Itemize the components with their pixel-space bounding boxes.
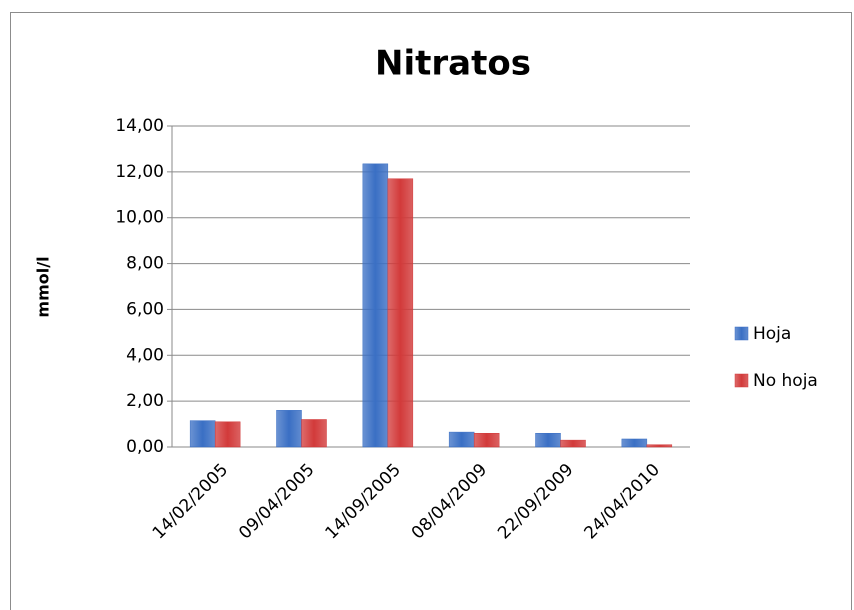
legend-label: No hoja xyxy=(753,371,818,391)
y-tick-label: 0,00 xyxy=(126,437,164,457)
bar xyxy=(535,432,561,448)
y-tick-label: 12,00 xyxy=(115,162,164,182)
y-axis-label: mmol/l xyxy=(34,256,53,317)
bar xyxy=(387,178,414,448)
bar xyxy=(301,419,327,448)
bar xyxy=(646,444,673,448)
y-tick-label: 14,00 xyxy=(115,116,164,136)
bar xyxy=(473,432,500,448)
y-tick-label: 6,00 xyxy=(126,299,164,319)
bar xyxy=(362,163,389,448)
legend-swatch xyxy=(734,326,749,341)
legend-label: Hoja xyxy=(753,324,791,344)
y-tick-label: 10,00 xyxy=(115,208,164,228)
bar xyxy=(621,438,648,448)
legend-swatch xyxy=(734,373,749,388)
bar xyxy=(189,420,216,448)
chart-title: Nitratos xyxy=(375,44,531,84)
bar xyxy=(276,410,302,448)
y-tick-label: 2,00 xyxy=(126,391,164,411)
y-tick-label: 4,00 xyxy=(126,345,164,365)
chart-frame xyxy=(10,12,852,610)
bar xyxy=(560,439,586,448)
bar xyxy=(214,421,241,448)
y-tick-label: 8,00 xyxy=(126,254,164,274)
bar xyxy=(448,431,475,448)
